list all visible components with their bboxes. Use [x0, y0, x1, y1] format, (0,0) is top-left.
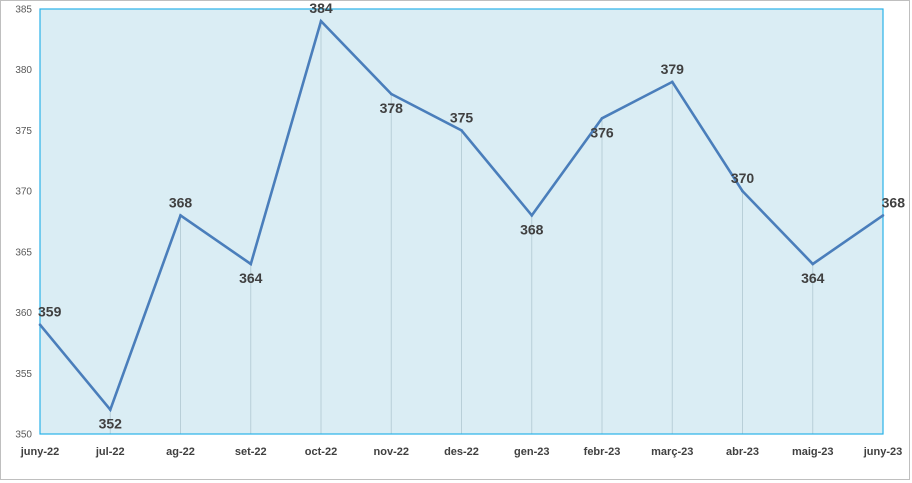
data-label: 378: [380, 100, 404, 116]
data-label: 364: [801, 270, 825, 286]
data-point: [460, 129, 463, 132]
x-tick-label: abr-23: [726, 446, 759, 458]
plot-border: [39, 8, 884, 435]
y-tick-label: 350: [15, 430, 32, 441]
x-tick-label: juny-22: [20, 446, 60, 458]
data-label: 379: [661, 61, 685, 77]
x-tick-label: maig-23: [792, 446, 834, 458]
data-label: 370: [731, 170, 755, 186]
y-tick-label: 375: [15, 126, 32, 137]
data-point: [108, 408, 112, 412]
x-tick-label: nov-22: [374, 446, 409, 458]
data-point: [530, 214, 534, 217]
data-label: 352: [99, 416, 123, 432]
x-tick-label: ag-22: [166, 446, 195, 458]
data-label: 368: [882, 194, 906, 210]
data-point: [670, 80, 674, 84]
x-tick-label: jul-22: [95, 446, 125, 458]
data-point: [811, 262, 815, 266]
y-tick-label: 365: [15, 247, 32, 258]
data-point: [389, 92, 393, 96]
y-tick-label: 370: [15, 187, 32, 198]
x-tick-label: juny-23: [863, 446, 903, 458]
x-tick-label: des-22: [444, 446, 479, 458]
y-tick-label: 355: [15, 369, 32, 380]
data-point: [249, 262, 253, 266]
x-tick-label: març-23: [651, 446, 693, 458]
x-tick-label: set-22: [235, 446, 267, 458]
data-label: 376: [590, 124, 614, 140]
x-tick-label: febr-23: [584, 446, 621, 458]
data-label: 375: [450, 109, 474, 125]
data-point: [179, 214, 182, 217]
data-label: 364: [239, 270, 263, 286]
data-point: [881, 214, 885, 217]
data-point: [741, 189, 744, 193]
data-label: 368: [520, 221, 544, 237]
x-tick-label: oct-22: [305, 446, 337, 458]
data-point: [600, 116, 604, 120]
data-label: 359: [38, 304, 62, 320]
data-label: 368: [169, 194, 193, 210]
y-tick-label: 360: [15, 308, 32, 319]
data-point: [38, 323, 42, 327]
y-tick-label: 380: [15, 65, 32, 76]
data-label: 384: [309, 1, 333, 16]
data-point: [319, 19, 323, 23]
y-tick-label: 385: [15, 5, 32, 16]
x-tick-label: gen-23: [514, 446, 549, 458]
